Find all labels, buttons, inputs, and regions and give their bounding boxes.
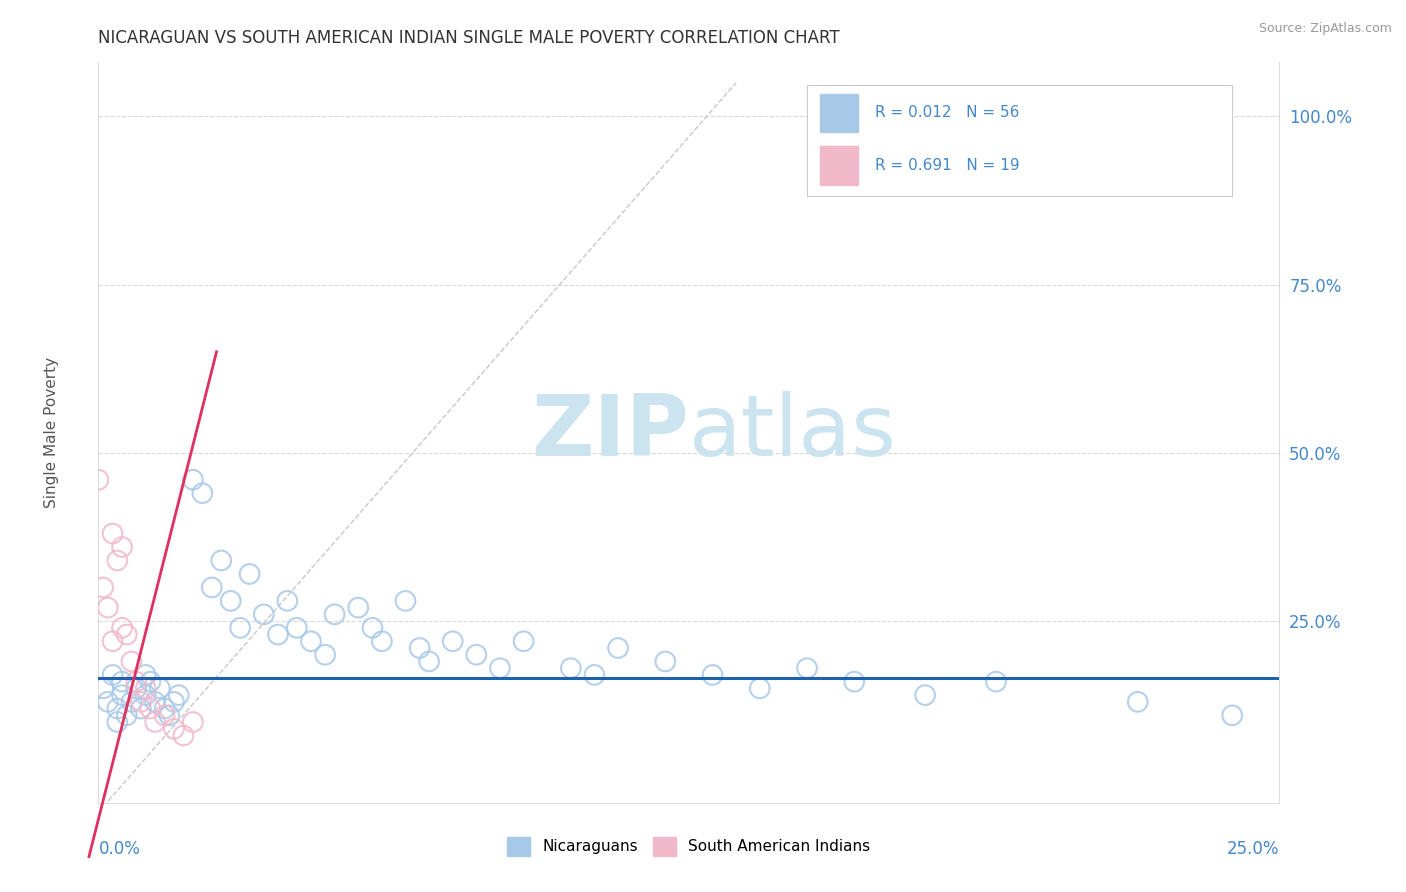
Point [135, 668, 157, 682]
Point [209, 553, 232, 567]
Point [101, 668, 124, 682]
Point [153, 701, 176, 715]
Point [129, 701, 152, 715]
Point [135, 688, 157, 702]
Point [111, 540, 134, 554]
Point [101, 634, 124, 648]
Point [239, 566, 262, 581]
Point [914, 688, 936, 702]
Text: 25.0%: 25.0% [1227, 840, 1279, 858]
Point [163, 722, 186, 736]
Point [984, 674, 1007, 689]
Point [139, 674, 162, 689]
Point [314, 648, 336, 662]
Point [111, 621, 134, 635]
Point [748, 681, 770, 696]
Point [560, 661, 582, 675]
Point [125, 681, 148, 696]
Point [87, 473, 110, 487]
Point [149, 681, 172, 696]
Point [1126, 695, 1149, 709]
Point [139, 701, 162, 715]
Text: 0.0%: 0.0% [98, 840, 141, 858]
Point [181, 714, 204, 729]
Point [153, 708, 176, 723]
Point [583, 668, 606, 682]
Point [167, 688, 190, 702]
Point [844, 674, 866, 689]
Point [371, 634, 394, 648]
Point [101, 526, 124, 541]
Point [111, 688, 134, 702]
Point [115, 627, 138, 641]
Point [181, 473, 204, 487]
Point [143, 695, 166, 709]
Point [172, 729, 194, 743]
Point [97, 695, 120, 709]
Point [1220, 708, 1243, 723]
Point [91, 681, 114, 696]
Point [91, 581, 114, 595]
Point [347, 600, 370, 615]
Point [408, 640, 430, 655]
Point [121, 695, 143, 709]
Text: Single Male Poverty: Single Male Poverty [44, 357, 59, 508]
Point [163, 695, 186, 709]
Point [143, 714, 166, 729]
Point [394, 594, 416, 608]
Point [229, 621, 252, 635]
Text: ZIP: ZIP [531, 391, 689, 475]
Point [191, 486, 214, 500]
Point [111, 674, 134, 689]
Point [465, 648, 488, 662]
Legend: Nicaraguans, South American Indians: Nicaraguans, South American Indians [501, 831, 877, 862]
Point [253, 607, 276, 622]
Point [267, 627, 290, 641]
Point [219, 594, 242, 608]
Point [654, 655, 676, 669]
Point [157, 708, 180, 723]
Point [105, 714, 128, 729]
Point [489, 661, 512, 675]
Point [418, 655, 440, 669]
Text: Source: ZipAtlas.com: Source: ZipAtlas.com [1258, 22, 1392, 36]
Text: NICARAGUAN VS SOUTH AMERICAN INDIAN SINGLE MALE POVERTY CORRELATION CHART: NICARAGUAN VS SOUTH AMERICAN INDIAN SING… [98, 29, 839, 47]
Point [361, 621, 384, 635]
Point [97, 600, 120, 615]
Point [796, 661, 818, 675]
Point [105, 553, 128, 567]
Point [105, 701, 128, 715]
Point [607, 640, 630, 655]
Point [129, 695, 152, 709]
Point [121, 655, 143, 669]
Point [115, 708, 138, 723]
Point [323, 607, 346, 622]
Point [135, 681, 157, 696]
Point [441, 634, 464, 648]
Point [285, 621, 308, 635]
Point [276, 594, 298, 608]
Point [512, 634, 534, 648]
Text: atlas: atlas [689, 391, 897, 475]
Point [702, 668, 724, 682]
Point [125, 674, 148, 689]
Point [299, 634, 322, 648]
Point [201, 581, 224, 595]
